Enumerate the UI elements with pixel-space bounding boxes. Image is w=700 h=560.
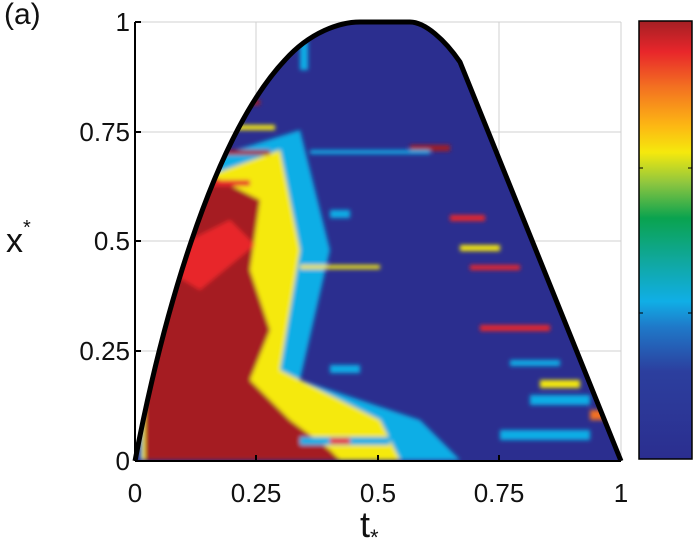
ytick-0-25: 0.25 xyxy=(79,336,130,366)
panel-label: (a) xyxy=(4,0,41,31)
xtick-0-75: 0.75 xyxy=(473,478,525,508)
ytick-0-75: 0.75 xyxy=(79,117,130,147)
colorbar xyxy=(638,20,693,460)
ytick-0: 0 xyxy=(115,446,130,476)
xtick-0: 0 xyxy=(127,478,143,508)
xtick-0-25: 0.25 xyxy=(230,478,282,508)
ytick-0-5: 0.5 xyxy=(93,226,130,256)
x-axis-label: t* xyxy=(360,504,379,551)
y-axis-label: x* xyxy=(6,216,31,260)
boundary-curve xyxy=(132,19,624,462)
axes xyxy=(134,21,621,462)
ytick-1: 1 xyxy=(115,7,130,37)
xtick-1: 1 xyxy=(613,478,629,508)
heatmap-field xyxy=(135,22,621,461)
xtick-0-5: 0.5 xyxy=(359,478,397,508)
